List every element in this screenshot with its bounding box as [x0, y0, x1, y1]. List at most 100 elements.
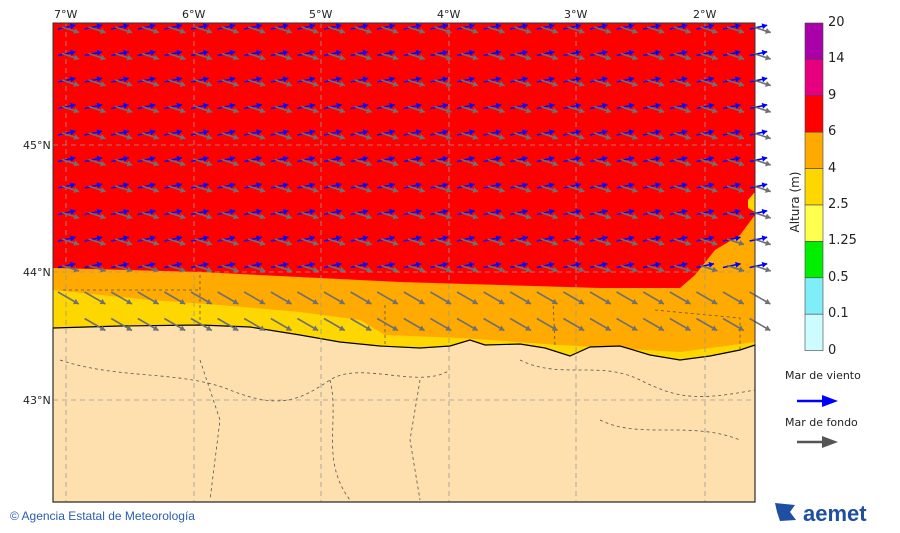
swell-arrow [563, 291, 585, 305]
swell-arrow [57, 291, 80, 305]
swell-arrow [168, 132, 186, 140]
lat-label: 44°N [23, 266, 51, 279]
swell-label: Mar de fondo [785, 416, 858, 429]
swell-arrow [403, 317, 425, 332]
wind-sea-arrow [749, 208, 768, 216]
wind-sea-arrow [643, 261, 661, 269]
wind-sea-arrow [722, 76, 741, 83]
swell-arrow [620, 105, 638, 114]
wind-sea-arrow [270, 261, 289, 269]
swell-arrow [380, 211, 399, 220]
wind-sea-arrow [589, 235, 608, 242]
swell-arrow [327, 238, 346, 246]
swell-arrow [540, 211, 559, 220]
wind-sea-arrow [616, 102, 635, 110]
lat-label: 45°N [23, 139, 51, 152]
swell-arrow [646, 105, 665, 114]
swell-arrow [61, 238, 80, 246]
swell-arrow [726, 52, 745, 61]
wind-sea-arrow [323, 208, 342, 216]
swell-arrow [487, 26, 505, 34]
wind-sea-arrow [57, 23, 76, 30]
swell-arrow [753, 79, 771, 87]
wind-sea-arrow [190, 208, 209, 216]
swell-arrow [354, 79, 372, 87]
wind-sea-arrow [111, 235, 129, 242]
swell-arrow [646, 26, 665, 34]
wind-sea-arrow [749, 129, 768, 136]
swell-arrow [247, 238, 266, 246]
wind-sea-arrow [589, 23, 608, 30]
wind-sea-arrow [749, 235, 768, 242]
swell-arrow [274, 52, 293, 61]
swell-arrow [673, 185, 692, 193]
swell-arrow [88, 52, 106, 61]
swell-arrow [620, 79, 638, 87]
swell-arrow [380, 105, 399, 114]
swell-arrow [61, 158, 80, 167]
wind-sea-arrow [377, 235, 395, 242]
swell-arrow [61, 211, 80, 220]
swell-arrow [407, 264, 426, 273]
wind-sea-arrow [164, 23, 183, 30]
wind-sea-arrow [669, 102, 688, 110]
wind-sea-arrow [749, 182, 768, 189]
wind-sea-arrow [430, 76, 449, 83]
colorbar-tick: 6 [828, 124, 837, 140]
colorbar-segment [804, 22, 824, 60]
wind-sea-arrow [377, 76, 395, 83]
swell-arrow [114, 158, 133, 167]
colorbar-tick: 0.5 [828, 269, 849, 285]
wind-sea-arrow [430, 49, 449, 57]
wind-sea-arrow [616, 261, 635, 269]
swell-arrow [646, 79, 665, 87]
swell-arrow [540, 132, 559, 140]
wind-sea-arrow [563, 155, 582, 163]
wind-sea-arrow [563, 182, 582, 189]
swell-arrow [434, 26, 452, 34]
swell-arrow [301, 26, 319, 34]
wind-sea-arrow [589, 182, 608, 189]
swell-arrow [296, 291, 319, 305]
swell-arrow [540, 158, 559, 167]
swell-arrow [114, 105, 133, 114]
swell-arrow [753, 211, 771, 220]
wind-sea-arrow [483, 182, 502, 189]
swell-arrow [114, 238, 133, 246]
swell-arrow [589, 317, 612, 332]
wind-sea-arrow [563, 235, 582, 242]
swell-arrow [88, 185, 106, 193]
swell-arrow [247, 79, 266, 87]
swell-arrow [726, 238, 745, 246]
swell-arrow [114, 26, 133, 34]
swell-arrow [270, 291, 292, 305]
wind-sea-arrow [510, 23, 528, 30]
wind-sea-arrow [323, 23, 342, 30]
swell-arrow [168, 105, 186, 114]
swell-arrow [487, 105, 505, 114]
swell-arrow [354, 158, 372, 167]
swell-arrow [274, 185, 293, 193]
swell-arrow-legend-icon [797, 436, 838, 448]
swell-arrow [217, 291, 239, 305]
colorbar-tick: 20 [828, 15, 845, 30]
colorbar-segment [804, 241, 824, 279]
swell-arrow [620, 238, 638, 246]
swell-arrow [669, 317, 691, 332]
swell-arrow [753, 264, 771, 273]
swell-arrow [274, 211, 293, 220]
wind-sea-arrow [323, 129, 342, 136]
swell-arrow [327, 185, 346, 193]
swell-arrow [753, 105, 771, 114]
wind-sea-arrow [483, 235, 502, 242]
wind-sea-arrow [669, 49, 688, 57]
swell-arrow [540, 238, 559, 246]
wind-sea-arrow [111, 155, 129, 163]
wind-sea-arrow [589, 49, 608, 57]
swell-arrow [354, 264, 372, 273]
wind-sea-arrow [643, 235, 661, 242]
swell-arrow [407, 52, 426, 61]
wind-sea-arrow [536, 235, 555, 242]
swell-arrow [540, 185, 559, 193]
swell-arrow [673, 238, 692, 246]
